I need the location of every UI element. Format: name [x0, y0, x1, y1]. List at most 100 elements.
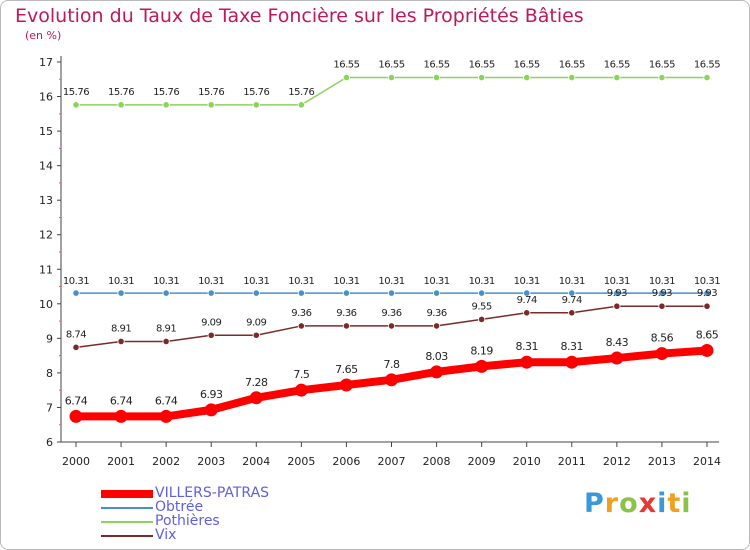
- data-label: 8.19: [470, 344, 493, 357]
- data-label: 10.31: [559, 276, 585, 287]
- data-label: 10.31: [63, 276, 89, 287]
- data-label: 16.55: [604, 60, 630, 71]
- data-point: [523, 309, 531, 317]
- data-point: [294, 383, 308, 397]
- logo-letter: i: [657, 488, 668, 519]
- data-point: [523, 289, 531, 297]
- data-label: 10.31: [198, 276, 224, 287]
- data-point: [249, 391, 263, 405]
- x-tick-label: 2006: [332, 455, 360, 468]
- logo-letter: t: [667, 488, 682, 519]
- data-label: 9.93: [697, 288, 717, 299]
- data-point: [252, 289, 260, 297]
- data-label: 10.31: [649, 276, 675, 287]
- data-label: 6.93: [200, 388, 223, 401]
- x-tick-label: 2004: [242, 455, 270, 468]
- x-tick-label: 2008: [423, 455, 451, 468]
- data-label: 10.31: [469, 276, 495, 287]
- data-point: [204, 403, 218, 417]
- data-point: [117, 289, 125, 297]
- legend-item: Pothières: [101, 513, 361, 529]
- data-point: [159, 409, 173, 423]
- data-label: 6.74: [155, 394, 178, 407]
- unit-label: (en %): [25, 29, 62, 42]
- data-label: 8.65: [696, 328, 719, 341]
- data-label: 8.31: [515, 340, 538, 353]
- logo-letter: o: [619, 488, 639, 519]
- legend-swatch: [101, 535, 153, 537]
- data-label: 10.31: [378, 276, 404, 287]
- data-point: [207, 289, 215, 297]
- data-point: [432, 289, 441, 297]
- data-point: [207, 101, 215, 109]
- data-label: 9.36: [381, 308, 401, 319]
- data-label: 16.55: [514, 60, 540, 71]
- data-label: 8.56: [651, 332, 674, 345]
- legend: VILLERS-PATRAS Obtrée Pothières Vix: [101, 485, 361, 543]
- x-tick-label: 2013: [648, 455, 676, 468]
- data-point: [162, 337, 170, 346]
- data-point: [430, 365, 444, 379]
- data-point: [658, 302, 666, 310]
- data-point: [72, 289, 80, 297]
- data-label: 9.36: [336, 308, 356, 319]
- data-label: 10.31: [424, 276, 450, 287]
- y-tick-label: 7: [46, 401, 53, 414]
- data-point: [610, 351, 624, 365]
- y-tick-label: 13: [39, 194, 53, 207]
- data-label: 9.74: [562, 295, 582, 306]
- line-chart: 6 7 8 9 10 11 12 13 14 15 16 17 2000 2001 2002 2003 2004…: [39, 56, 721, 468]
- data-label: 9.55: [472, 301, 492, 312]
- data-point: [568, 73, 576, 82]
- x-tick-label: 2014: [693, 455, 721, 468]
- y-tick-label: 12: [39, 229, 53, 242]
- data-point: [523, 73, 531, 82]
- data-point: [478, 315, 486, 323]
- data-label: 9.09: [246, 317, 266, 328]
- data-point: [342, 322, 351, 330]
- data-point: [117, 337, 125, 346]
- y-tick-label: 15: [39, 125, 53, 138]
- data-label: 10.31: [288, 276, 314, 287]
- data-label: 16.55: [378, 60, 404, 71]
- data-label: 7.8: [384, 358, 400, 371]
- data-point: [432, 322, 441, 330]
- data-point: [703, 302, 711, 310]
- legend-swatch: [101, 521, 153, 523]
- y-tick-label: 6: [46, 436, 53, 449]
- x-tick-label: 2001: [107, 455, 135, 468]
- logo-letter: x: [638, 488, 658, 519]
- legend-label: Vix: [155, 527, 177, 543]
- data-label: 9.93: [652, 288, 672, 299]
- data-point: [252, 331, 260, 339]
- data-point: [297, 322, 305, 330]
- legend-swatch: [101, 490, 153, 498]
- data-label: 15.76: [243, 87, 269, 98]
- data-label: 10.31: [153, 276, 179, 287]
- data-label: 16.55: [469, 60, 495, 71]
- data-label: 7.65: [335, 363, 358, 376]
- legend-item: VILLERS-PATRAS: [101, 485, 361, 501]
- data-label: 10.31: [243, 276, 269, 287]
- x-tick-label: 2012: [603, 455, 631, 468]
- data-label: 10.31: [604, 276, 630, 287]
- y-tick-label: 17: [39, 56, 53, 69]
- data-label: 15.76: [288, 87, 314, 98]
- legend-label: Pothières: [155, 513, 220, 529]
- data-label: 9.36: [291, 308, 311, 319]
- data-label: 7.5: [293, 368, 309, 381]
- legend-label: Obtrée: [155, 499, 204, 515]
- data-label: 15.76: [108, 87, 134, 98]
- data-label: 8.03: [425, 350, 448, 363]
- data-label: 15.76: [63, 87, 89, 98]
- y-tick-label: 14: [39, 160, 53, 173]
- logo-letter: P: [584, 488, 605, 519]
- data-label: 8.31: [561, 340, 584, 353]
- data-point: [565, 355, 579, 369]
- series-lines: [69, 73, 714, 423]
- x-tick-label: 2000: [62, 455, 90, 468]
- data-label: 10.31: [514, 276, 540, 287]
- y-tick-label: 9: [46, 332, 53, 345]
- data-label: 10.31: [108, 276, 134, 287]
